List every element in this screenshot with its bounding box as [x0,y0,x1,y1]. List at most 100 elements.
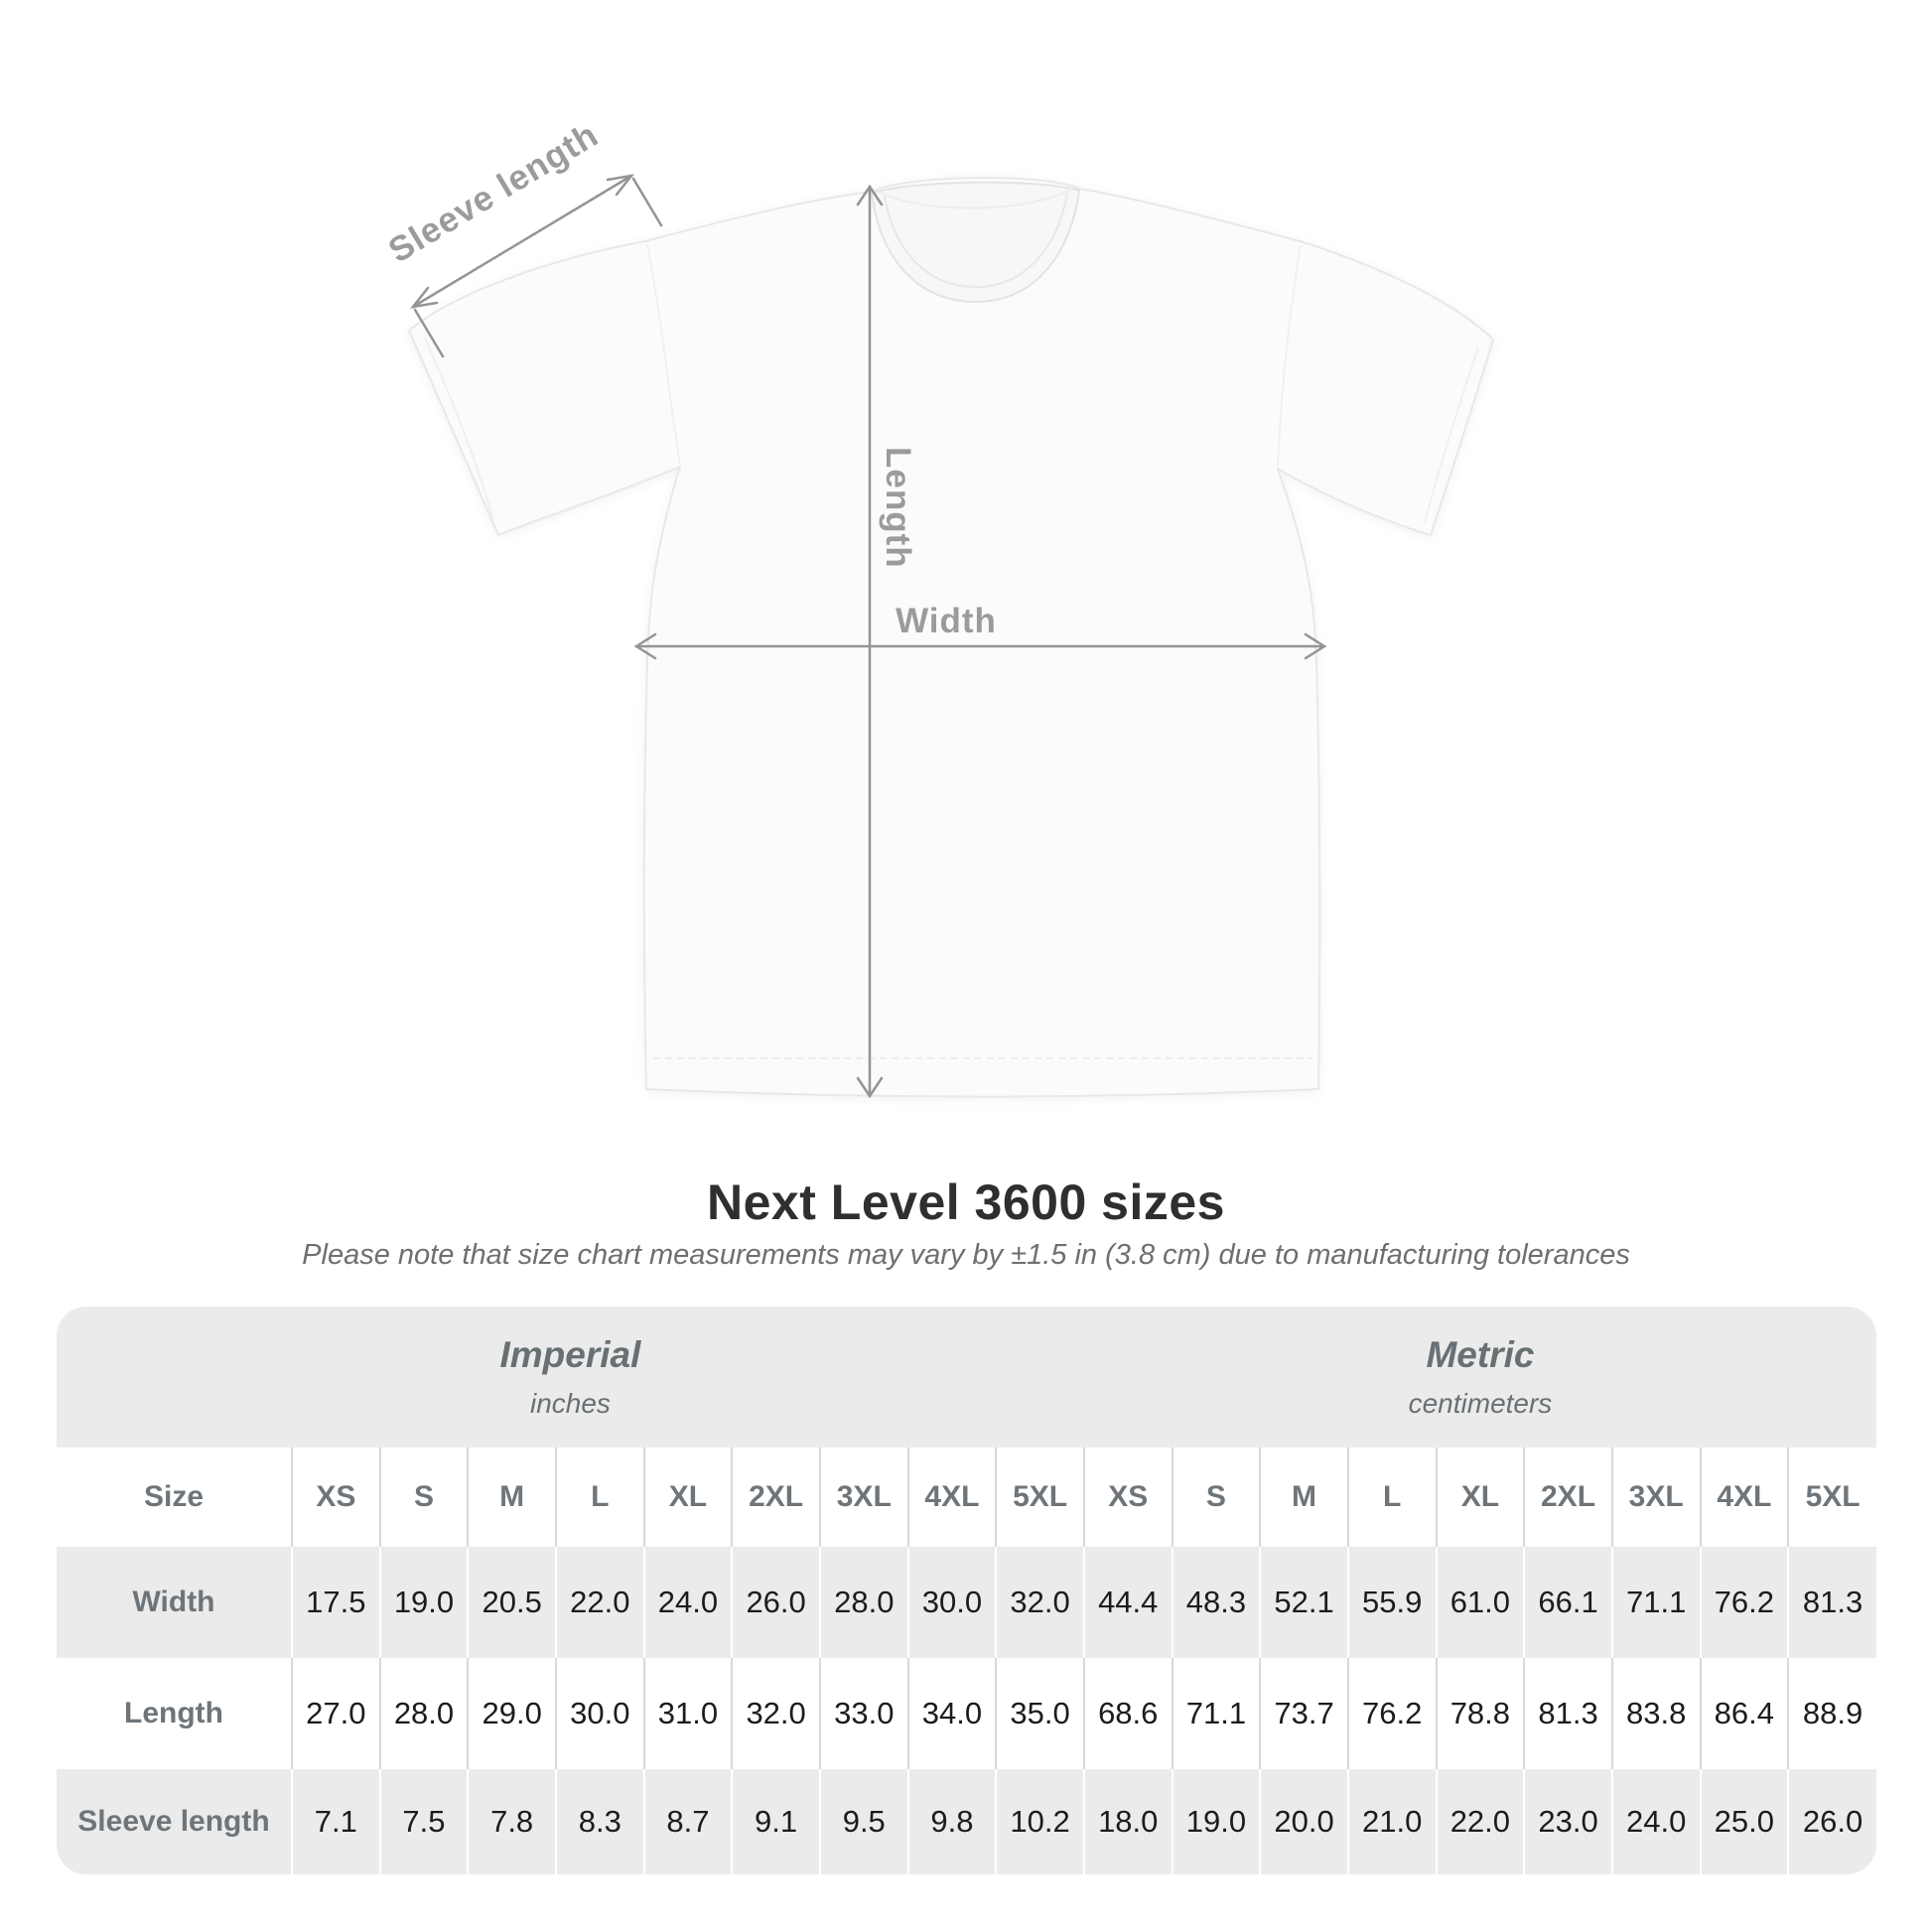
size-header: M [1259,1448,1348,1547]
value-cell: 9.5 [818,1769,908,1874]
value-cell: 66.1 [1523,1547,1612,1658]
value-cell: 27.0 [291,1658,380,1769]
value-cell: 22.0 [1435,1769,1525,1874]
collar-opening [870,181,1081,304]
collar-rib-seam [884,192,1068,289]
value-cell: 26.0 [731,1547,820,1658]
value-cell: 61.0 [1435,1547,1525,1658]
length-row: Length 27.0 28.0 29.0 30.0 31.0 32.0 33.… [57,1658,1876,1769]
size-header: L [554,1448,644,1547]
value-cell: 88.9 [1787,1658,1876,1769]
unit-band-row: Imperial inches Metric centimeters [57,1307,1876,1448]
size-header: S [378,1448,469,1547]
value-cell: 9.1 [731,1769,820,1874]
value-cell: 19.0 [378,1547,469,1658]
value-cell: 18.0 [1082,1769,1173,1874]
value-cell: 68.6 [1082,1658,1173,1769]
value-cell: 17.5 [291,1547,380,1658]
value-cell: 28.0 [378,1658,469,1769]
value-cell: 8.3 [554,1769,644,1874]
left-cuff-stitch [424,337,494,521]
size-header: 5XL [995,1448,1084,1547]
value-cell: 9.8 [906,1769,997,1874]
size-header: XL [642,1448,733,1547]
width-arrow [633,632,1327,660]
sleeve-length-arrow [410,174,663,358]
value-cell: 86.4 [1699,1658,1789,1769]
size-header: XS [291,1448,380,1547]
length-label: Length [879,447,917,569]
value-cell: 55.9 [1346,1547,1437,1658]
size-header: 5XL [1787,1448,1876,1547]
value-cell: 7.5 [378,1769,469,1874]
back-collar-seam [878,188,1073,209]
width-row: Width 17.5 19.0 20.5 22.0 24.0 26.0 28.0… [57,1547,1876,1658]
value-cell: 81.3 [1523,1658,1612,1769]
size-corner-label: Size [143,1480,205,1513]
row-label-sleeve-length: Sleeve length [77,1805,270,1838]
value-cell: 81.3 [1787,1547,1876,1658]
value-cell: 28.0 [818,1547,908,1658]
value-cell: 83.8 [1610,1658,1701,1769]
size-header: 2XL [731,1448,820,1547]
value-cell: 24.0 [1610,1769,1701,1874]
right-cuff-stitch [1424,346,1479,523]
value-cell: 8.7 [642,1769,733,1874]
size-chart-card: Imperial inches Metric centimeters Size … [57,1307,1876,1874]
sleeve-length-label: Sleeve length [382,115,606,270]
tshirt-measurement-diagram: Sleeve length Length Width [382,115,1494,1099]
value-cell: 29.0 [467,1658,556,1769]
metric-label: Metric [1426,1334,1535,1375]
size-header: 2XL [1523,1448,1612,1547]
value-cell: 73.7 [1259,1658,1348,1769]
value-cell: 48.3 [1171,1547,1261,1658]
value-cell: 30.0 [554,1658,644,1769]
size-header: 4XL [906,1448,997,1547]
metric-group-header: Metric centimeters [1084,1307,1876,1448]
sleeve-length-row: Sleeve length 7.1 7.5 7.8 8.3 8.7 9.1 9.… [57,1769,1876,1874]
value-cell: 44.4 [1082,1547,1173,1658]
value-cell: 76.2 [1699,1547,1789,1658]
value-cell: 21.0 [1346,1769,1437,1874]
size-header: 4XL [1699,1448,1789,1547]
imperial-unit: inches [529,1388,611,1419]
value-cell: 26.0 [1787,1769,1876,1874]
value-cell: 71.1 [1610,1547,1701,1658]
value-cell: 24.0 [642,1547,733,1658]
width-label: Width [896,602,997,640]
value-cell: 30.0 [906,1547,997,1658]
value-cell: 10.2 [995,1769,1084,1874]
tolerance-note: Please note that size chart measurements… [302,1239,1630,1271]
size-header: 3XL [818,1448,908,1547]
value-cell: 32.0 [731,1658,820,1769]
value-cell: 52.1 [1259,1547,1348,1658]
tshirt-silhouette [408,177,1494,1098]
value-cell: 20.0 [1259,1769,1348,1874]
value-cell: 25.0 [1699,1769,1789,1874]
tshirt-diagram-svg: Sleeve length Length Width [382,115,1494,1099]
size-header: XL [1435,1448,1525,1547]
imperial-label: Imperial [499,1334,641,1375]
length-arrow [856,184,884,1099]
size-header: L [1346,1448,1437,1547]
value-cell: 19.0 [1171,1769,1261,1874]
size-header: 3XL [1610,1448,1701,1547]
value-cell: 76.2 [1346,1658,1437,1769]
value-cell: 32.0 [995,1547,1084,1658]
value-cell: 33.0 [818,1658,908,1769]
row-label-width: Width [132,1586,215,1618]
value-cell: 20.5 [467,1547,556,1658]
page-title: Next Level 3600 sizes [707,1174,1225,1230]
size-chart-table: Imperial inches Metric centimeters Size … [57,1307,1876,1874]
size-header: XS [1082,1448,1173,1547]
value-cell: 31.0 [642,1658,733,1769]
row-label-length: Length [124,1697,223,1729]
value-cell: 71.1 [1171,1658,1261,1769]
left-sleeve-seam [646,243,681,466]
value-cell: 34.0 [906,1658,997,1769]
value-cell: 35.0 [995,1658,1084,1769]
value-cell: 7.8 [467,1769,556,1874]
imperial-group-header: Imperial inches [57,1307,1084,1448]
metric-unit: centimeters [1408,1388,1553,1419]
